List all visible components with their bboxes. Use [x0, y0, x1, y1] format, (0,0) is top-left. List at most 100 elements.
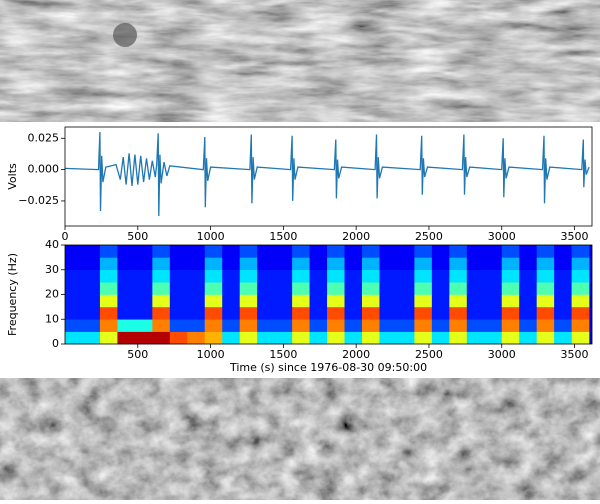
heat-cell: [99, 319, 118, 332]
heat-cell: [327, 245, 345, 258]
heat-cell: [169, 269, 188, 283]
heat-cell: [117, 331, 136, 345]
heat-cell: [501, 294, 520, 308]
heat-cell: [152, 282, 171, 295]
heat-cell: [519, 282, 537, 295]
heat-cell: [466, 294, 485, 308]
heat-cell: [274, 245, 293, 258]
heat-cell: [222, 294, 240, 308]
heat-cell: [274, 319, 293, 332]
y-axis-label: Volts: [6, 163, 19, 190]
heat-cell: [554, 319, 572, 332]
heat-cell: [484, 282, 503, 295]
heat-cell: [431, 245, 450, 258]
heat-cell: [344, 245, 363, 258]
heat-cell: [484, 319, 503, 332]
heat-cell: [117, 245, 136, 258]
heat-cell: [536, 269, 555, 283]
heat-cell: [292, 269, 310, 283]
heat-cell: [134, 331, 153, 345]
heat-cell: [117, 282, 136, 295]
heat-cell: [536, 245, 555, 258]
heat-cell: [134, 294, 153, 308]
plots: 0 500 1000 1500 2000 2500 3000 3500 0.025 0.000 −0…: [6, 126, 593, 374]
heat-cell: [501, 306, 520, 320]
heat-cell: [571, 269, 590, 283]
x-tick-label: 3000: [488, 230, 516, 243]
heat-cell: [99, 294, 118, 308]
heat-cell: [396, 306, 415, 320]
heat-cell: [239, 331, 258, 345]
heat-cell: [292, 282, 310, 295]
heat-cell: [466, 282, 485, 295]
x-tick-label: 1000: [197, 348, 225, 361]
heat-cell: [239, 257, 258, 271]
heat-cell: [65, 282, 83, 295]
heat-cell: [327, 319, 345, 332]
heat-cell: [204, 245, 223, 258]
heat-cell: [152, 269, 171, 283]
heat-cell: [99, 245, 118, 258]
heat-cell: [466, 257, 485, 271]
heat-cell: [99, 282, 118, 295]
heat-cell: [344, 294, 363, 308]
heat-cell: [257, 319, 275, 332]
heat-cell: [396, 294, 415, 308]
heat-cell: [571, 331, 590, 345]
heat-cell: [379, 294, 398, 308]
heat-cell: [396, 331, 415, 345]
heat-cell: [536, 294, 555, 308]
heat-cell: [152, 319, 171, 332]
heat-cell: [361, 294, 380, 308]
heat-cell: [187, 306, 206, 320]
heat-cell: [449, 306, 468, 320]
heat-cell: [152, 294, 171, 308]
y-tick-label: −0.025: [18, 194, 59, 207]
heat-cell: [431, 269, 450, 283]
heat-cell: [501, 257, 520, 271]
heat-cell: [292, 245, 310, 258]
heat-cell: [519, 319, 537, 332]
y-tick-label: 40: [45, 238, 59, 251]
heat-cell: [379, 319, 398, 332]
heat-cell: [309, 282, 328, 295]
heat-cell: [117, 319, 136, 332]
heat-cell: [536, 306, 555, 320]
crater: [113, 23, 137, 47]
heat-cell: [222, 306, 240, 320]
heat-cell: [152, 331, 171, 345]
y-tick-label: 0: [52, 337, 59, 350]
waveform: [64, 131, 590, 217]
heat-cell: [309, 331, 328, 345]
heat-cell: [414, 319, 433, 332]
heat-cell: [274, 269, 293, 283]
y-tick-label: 0.000: [28, 163, 60, 176]
heat-cell: [396, 245, 415, 258]
heat-cell: [327, 282, 345, 295]
x-tick-label: 3000: [488, 348, 516, 361]
heat-cell: [257, 294, 275, 308]
heat-cell: [466, 306, 485, 320]
heat-cell: [222, 282, 240, 295]
heat-cell: [501, 245, 520, 258]
heat-cell: [519, 257, 537, 271]
heat-cell: [134, 257, 153, 271]
heat-cell: [466, 269, 485, 283]
heat-cell: [554, 306, 572, 320]
heat-cell: [396, 257, 415, 271]
heat-cell: [257, 282, 275, 295]
heat-cell: [309, 257, 328, 271]
heat-cell: [484, 245, 503, 258]
heat-cell: [169, 331, 188, 345]
heat-cell: [501, 269, 520, 283]
heat-cell: [344, 269, 363, 283]
heat-cell: [82, 269, 101, 283]
heat-cell: [257, 245, 275, 258]
heat-cell: [571, 306, 590, 320]
heat-cell: [204, 331, 223, 345]
heat-cell: [396, 269, 415, 283]
heat-cell: [274, 257, 293, 271]
heat-cell: [327, 269, 345, 283]
heat-cell: [431, 282, 450, 295]
